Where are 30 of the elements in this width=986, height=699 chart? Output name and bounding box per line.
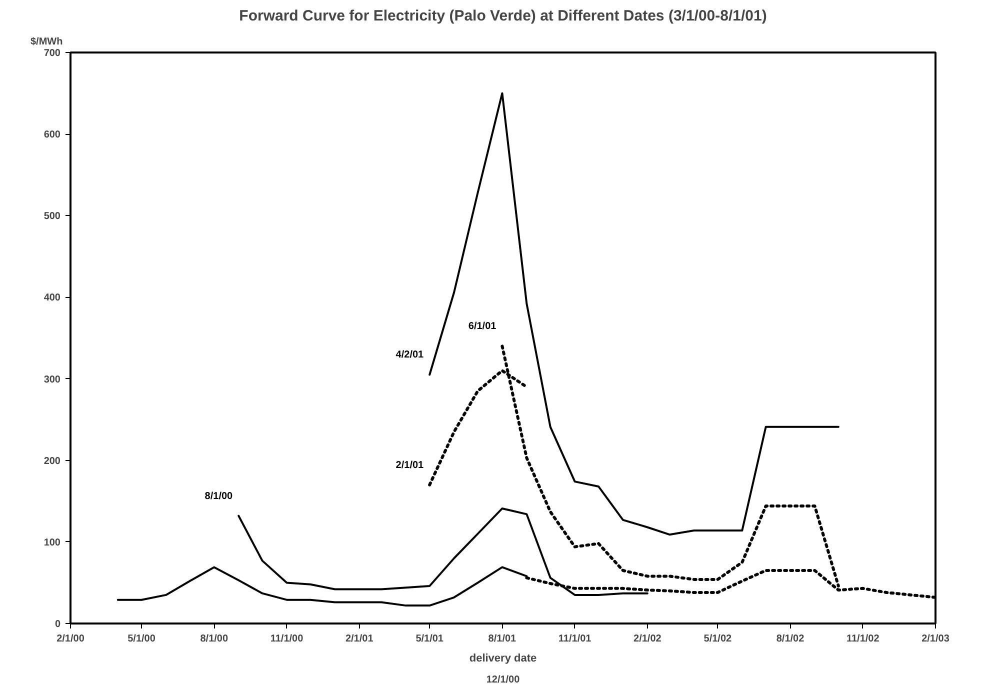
y-tick-label: 0 xyxy=(54,619,61,630)
y-tick-label: 100 xyxy=(44,537,61,548)
series-label: 6/1/01 xyxy=(468,321,497,332)
x-tick-label: 2/1/02 xyxy=(634,634,662,644)
y-axis-title: $/MWh xyxy=(30,36,63,48)
x-tick-label: 11/1/02 xyxy=(846,634,880,644)
x-tick-label: 11/1/01 xyxy=(558,634,592,644)
y-tick-label: 600 xyxy=(44,130,61,141)
x-tick-label: 8/1/00 xyxy=(200,634,228,644)
x-axis-title: delivery date xyxy=(469,652,537,664)
series-label: 4/2/01 xyxy=(396,350,424,361)
series-label: 2/1/01 xyxy=(396,460,424,471)
text: 12/1/00 xyxy=(486,674,520,686)
x-tick-label: 2/1/03 xyxy=(922,634,950,644)
x-tick-label: 8/1/02 xyxy=(776,634,805,644)
x-tick-label: 2/1/00 xyxy=(56,634,85,644)
x-tick-label: 5/1/01 xyxy=(416,634,444,644)
x-tick-label: 11/1/00 xyxy=(270,634,304,644)
y-tick-label: 500 xyxy=(44,211,61,222)
y-tick-label: 400 xyxy=(44,292,61,304)
y-tick-label: 200 xyxy=(44,456,61,467)
y-tick-label: 300 xyxy=(44,374,61,386)
y-tick-label: 700 xyxy=(44,48,61,59)
line-series xyxy=(428,92,840,536)
series-label: 8/1/00 xyxy=(204,490,234,502)
x-tick-label: 8/1/01 xyxy=(488,634,517,644)
x-tick-label: 5/1/00 xyxy=(128,634,156,644)
x-tick-label: 2/1/01 xyxy=(345,634,374,644)
x-tick-label: 5/1/02 xyxy=(704,634,732,644)
chart-title: Forward Curve for Electricity (Palo Verde) at Different Dates (3/1/00-8/1/01) xyxy=(239,8,767,24)
